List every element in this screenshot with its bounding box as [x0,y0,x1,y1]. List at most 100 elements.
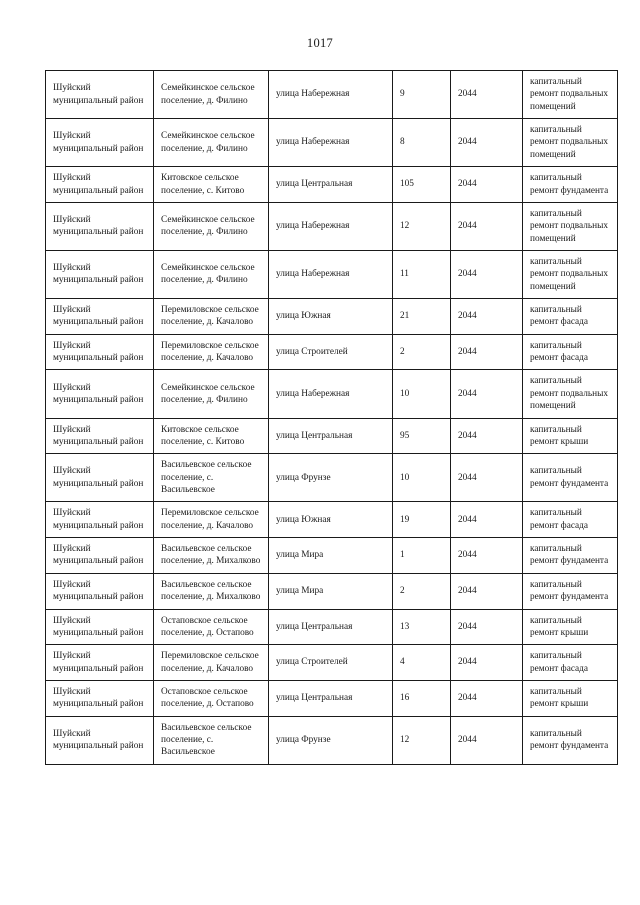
cell-municipality: Шуйский муниципальный район [45,644,154,681]
cell-house: 21 [392,298,451,335]
cell-settlement: Семейкинское сельское поселение, д. Фили… [153,69,269,120]
cell-street: улица Центральная [268,679,393,717]
cell-street: улица Фрунзе [268,453,393,503]
cell-worktype: капитальный ремонт фундамента [522,537,618,574]
table-container: Шуйский муниципальный район Семейкинское … [45,69,618,765]
cell-house: 4 [392,644,451,681]
cell-settlement: Перемиловское сельское поселение, д. Кач… [153,501,269,539]
cell-street: улица Мира [268,537,393,574]
table-row: Шуйский муниципальный район Семейкинское … [45,118,618,168]
cell-year: 2044 [450,298,523,335]
cell-settlement: Перемиловское сельское поселение, д. Кач… [153,644,269,681]
cell-year: 2044 [450,118,523,168]
cell-year: 2044 [450,69,523,120]
cell-worktype: капитальный ремонт подвальных помещений [522,249,618,300]
cell-settlement: Васильевское сельское поселение, д. Миха… [153,572,269,610]
cell-street: улица Мира [268,572,393,610]
cell-municipality: Шуйский муниципальный район [45,679,154,717]
table-row: Шуйский муниципальный район Перемиловское… [45,298,618,335]
cell-street: улица Набережная [268,369,393,419]
cell-worktype: капитальный ремонт фундамента [522,715,618,765]
cell-street: улица Строителей [268,333,393,371]
cell-year: 2044 [450,608,523,646]
cell-year: 2044 [450,201,523,251]
cell-municipality: Шуйский муниципальный район [45,453,154,503]
cell-municipality: Шуйский муниципальный район [45,201,154,251]
cell-settlement: Семейкинское сельское поселение, д. Фили… [153,369,269,419]
table-row: Шуйский муниципальный район Остаповское с… [45,679,618,717]
cell-year: 2044 [450,501,523,539]
cell-street: улица Набережная [268,69,393,120]
table-row: Шуйский муниципальный район Семейкинское … [45,249,618,300]
cell-street: улица Набережная [268,249,393,300]
table-row: Шуйский муниципальный район Семейкинское … [45,201,618,251]
cell-settlement: Китовское сельское поселение, с. Китово [153,166,269,203]
table-row: Шуйский муниципальный район Семейкинское … [45,369,618,419]
cell-house: 10 [392,369,451,419]
cell-house: 13 [392,608,451,646]
table-row: Шуйский муниципальный район Китовское сел… [45,417,618,455]
table-row: Шуйский муниципальный район Перемиловское… [45,333,618,371]
cell-worktype: капитальный ремонт фасада [522,298,618,335]
cell-settlement: Васильевское сельское поселение, с. Васи… [153,715,269,765]
cell-municipality: Шуйский муниципальный район [45,537,154,574]
cell-house: 2 [392,333,451,371]
cell-settlement: Семейкинское сельское поселение, д. Фили… [153,201,269,251]
cell-year: 2044 [450,453,523,503]
cell-worktype: капитальный ремонт фасада [522,501,618,539]
cell-year: 2044 [450,715,523,765]
page-number: 1017 [306,36,334,50]
cell-municipality: Шуйский муниципальный район [45,572,154,610]
cell-street: улица Центральная [268,166,393,203]
cell-house: 2 [392,572,451,610]
table-row: Шуйский муниципальный район Васильевское … [45,537,618,574]
cell-year: 2044 [450,679,523,717]
capital-repair-table: Шуйский муниципальный район Семейкинское … [45,69,618,765]
table-row: Шуйский муниципальный район Китовское сел… [45,166,618,203]
cell-worktype: капитальный ремонт фасада [522,333,618,371]
cell-worktype: капитальный ремонт фундамента [522,453,618,503]
cell-worktype: капитальный ремонт крыши [522,608,618,646]
cell-municipality: Шуйский муниципальный район [45,249,154,300]
cell-house: 16 [392,679,451,717]
cell-house: 12 [392,201,451,251]
cell-municipality: Шуйский муниципальный район [45,166,154,203]
cell-settlement: Семейкинское сельское поселение, д. Фили… [153,118,269,168]
cell-house: 19 [392,501,451,539]
table-row: Шуйский муниципальный район Перемиловское… [45,644,618,681]
cell-year: 2044 [450,249,523,300]
cell-municipality: Шуйский муниципальный район [45,608,154,646]
table-body: Шуйский муниципальный район Семейкинское … [45,69,618,765]
cell-municipality: Шуйский муниципальный район [45,118,154,168]
cell-street: улица Южная [268,501,393,539]
cell-worktype: капитальный ремонт подвальных помещений [522,201,618,251]
table-row: Шуйский муниципальный район Перемиловское… [45,501,618,539]
cell-year: 2044 [450,333,523,371]
cell-worktype: капитальный ремонт подвальных помещений [522,369,618,419]
cell-year: 2044 [450,417,523,455]
cell-worktype: капитальный ремонт подвальных помещений [522,118,618,168]
cell-house: 95 [392,417,451,455]
cell-street: улица Набережная [268,118,393,168]
cell-year: 2044 [450,369,523,419]
table-row: Шуйский муниципальный район Остаповское с… [45,608,618,646]
cell-year: 2044 [450,537,523,574]
cell-house: 12 [392,715,451,765]
cell-settlement: Семейкинское сельское поселение, д. Фили… [153,249,269,300]
cell-settlement: Перемиловское сельское поселение, д. Кач… [153,333,269,371]
cell-municipality: Шуйский муниципальный район [45,69,154,120]
cell-house: 8 [392,118,451,168]
cell-worktype: капитальный ремонт фундамента [522,166,618,203]
cell-year: 2044 [450,644,523,681]
cell-street: улица Набережная [268,201,393,251]
cell-worktype: капитальный ремонт фасада [522,644,618,681]
cell-worktype: капитальный ремонт крыши [522,417,618,455]
cell-municipality: Шуйский муниципальный район [45,417,154,455]
cell-year: 2044 [450,572,523,610]
cell-house: 105 [392,166,451,203]
cell-street: улица Центральная [268,417,393,455]
cell-settlement: Перемиловское сельское поселение, д. Кач… [153,298,269,335]
cell-house: 1 [392,537,451,574]
cell-house: 9 [392,69,451,120]
